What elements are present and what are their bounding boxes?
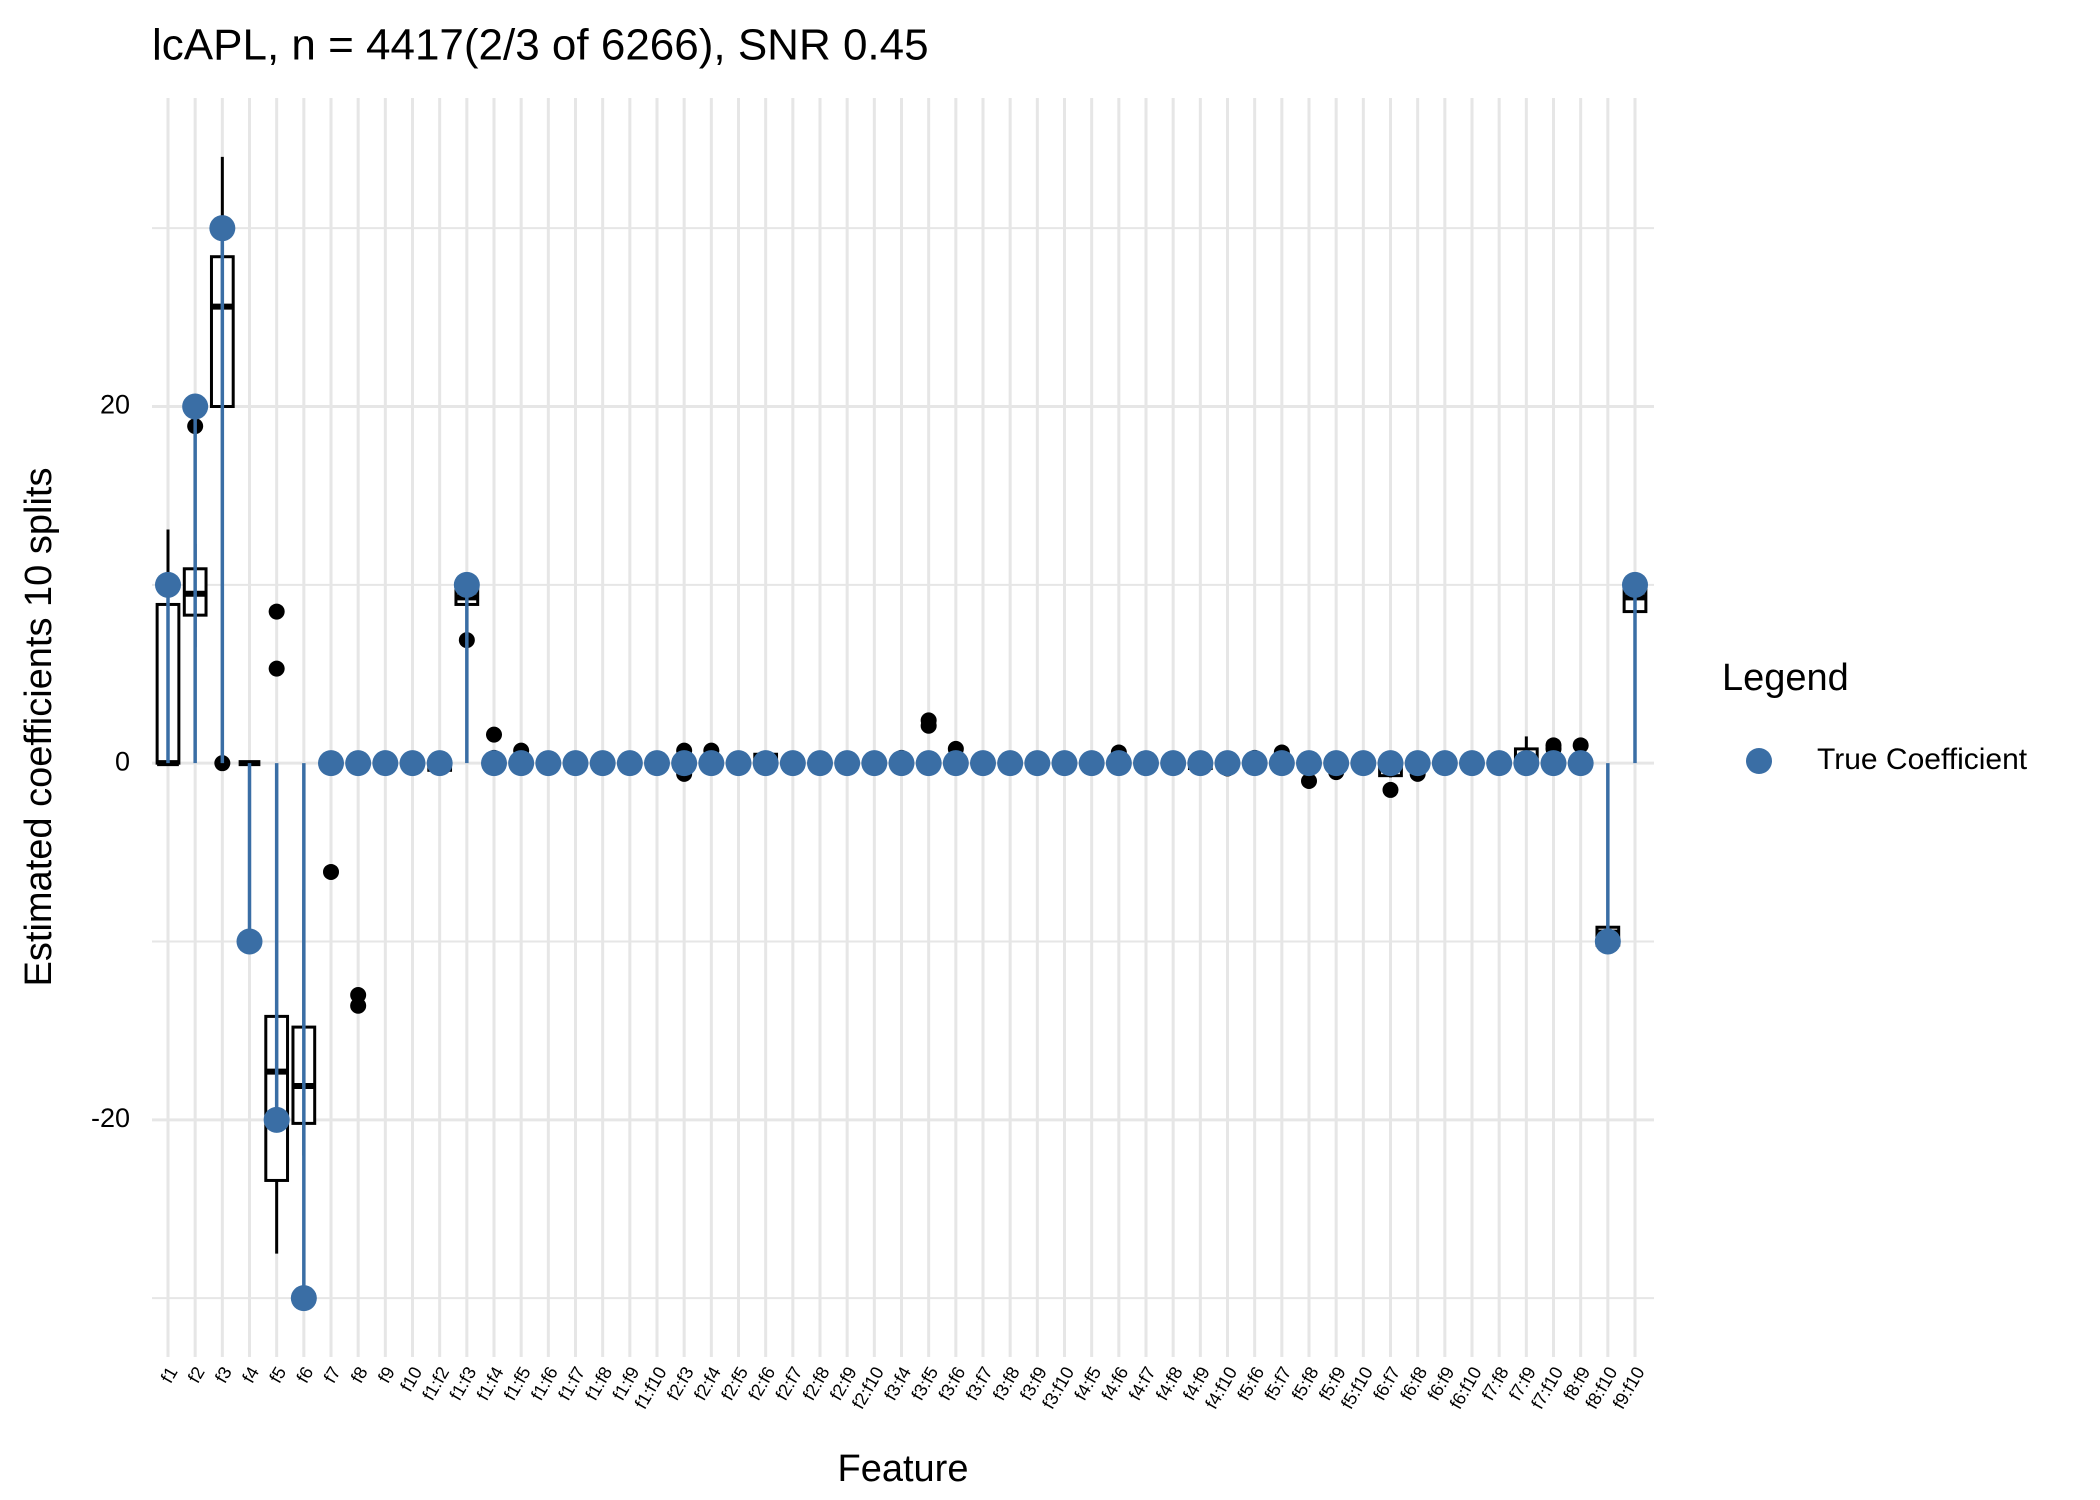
coefficient-point: [1078, 750, 1105, 777]
coefficient-point: [1323, 750, 1350, 777]
coefficient-point: [644, 750, 670, 777]
coefficient-point: [1187, 750, 1214, 777]
coefficient-point: [942, 750, 969, 777]
outlier: [1572, 737, 1589, 754]
coefficient-point: [1377, 750, 1404, 777]
coefficient-point: [888, 750, 915, 777]
y-tick-label: 20: [100, 390, 130, 420]
outlier: [268, 660, 285, 677]
coefficient-point: [1214, 750, 1241, 777]
outlier: [268, 603, 285, 620]
coefficient-point: [1241, 750, 1268, 777]
outlier: [1382, 781, 1399, 798]
coefficient-point: [1350, 750, 1377, 777]
coefficient-point: [182, 393, 209, 420]
coefficient-point: [562, 750, 589, 777]
outlier: [920, 717, 937, 734]
coefficient-point: [1459, 750, 1485, 777]
chart-title: lcAPL, n = 4417(2/3 of 6266), SNR 0.45: [152, 21, 929, 70]
coefficient-point: [209, 215, 236, 242]
coefficient-point: [1296, 750, 1322, 777]
y-tick-label: -20: [91, 1103, 130, 1133]
coefficient-point: [155, 571, 181, 598]
coefficient-point: [1024, 750, 1051, 777]
coefficient-point: [372, 750, 399, 777]
coefficient-point: [1051, 750, 1078, 777]
coefficient-point: [1133, 750, 1159, 777]
legend-label: True Coefficient: [1817, 743, 2028, 776]
coefficient-point: [1268, 750, 1295, 777]
coefficient-point: [779, 750, 806, 777]
outlier: [350, 997, 367, 1014]
coefficient-point: [589, 750, 616, 777]
coefficient-point: [861, 750, 888, 777]
coefficient-point: [263, 1106, 290, 1133]
coefficient-point: [970, 750, 996, 777]
outlier: [1301, 772, 1317, 789]
coefficient-point: [616, 750, 643, 777]
y-tick-label: 0: [115, 746, 130, 776]
coefficient-point: [236, 928, 263, 955]
y-axis-title: Estimated coefficients 10 splits: [18, 468, 60, 987]
coefficient-point: [752, 750, 779, 777]
coefficient-point: [725, 750, 752, 777]
coefficient-point: [1160, 750, 1187, 777]
coefficient-point: [834, 750, 861, 777]
coefficient-point: [290, 1285, 317, 1312]
coefficient-point: [807, 750, 833, 777]
coefficient-point: [535, 750, 562, 777]
coefficient-point: [318, 750, 344, 777]
coefficient-point: [1513, 750, 1540, 777]
coefficient-point: [1431, 750, 1458, 777]
legend-title: Legend: [1722, 657, 1849, 699]
coefficient-point: [345, 750, 372, 777]
outlier: [486, 726, 502, 743]
coefficient-point: [1486, 750, 1513, 777]
coefficient-point: [399, 750, 426, 777]
coefficient-point: [671, 750, 698, 777]
coefficient-point: [453, 571, 480, 598]
coefficient-point: [481, 750, 507, 777]
coefficient-point: [1540, 750, 1567, 777]
coefficient-point: [1594, 928, 1621, 955]
legend-marker: [1746, 748, 1772, 774]
outlier: [323, 863, 339, 880]
coefficient-point: [508, 750, 535, 777]
coefficient-point: [915, 750, 942, 777]
coefficient-point: [1567, 750, 1594, 777]
coefficient-point: [426, 750, 453, 777]
coefficient-point: [1404, 750, 1431, 777]
coefficient-point: [997, 750, 1024, 777]
coefficient-point: [698, 750, 725, 777]
coefficient-point: [1622, 571, 1648, 598]
x-axis-title: Feature: [838, 1448, 969, 1490]
coefficient-point: [1105, 750, 1132, 777]
